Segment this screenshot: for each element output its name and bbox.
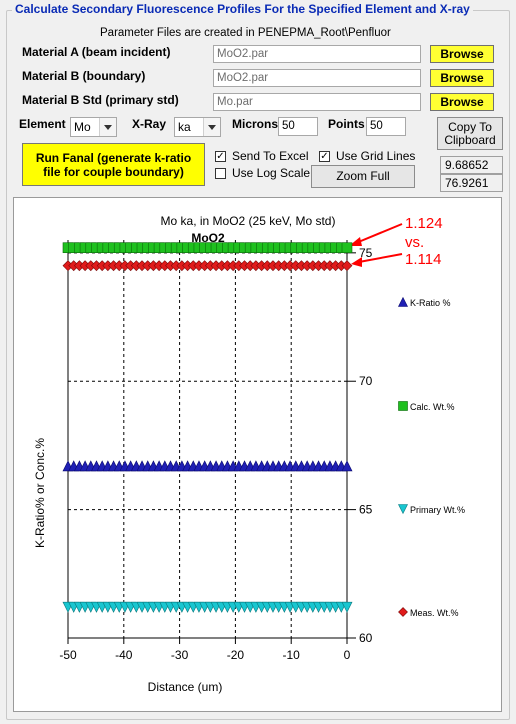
chart-legend: K-Ratio % Calc. Wt.% Primary Wt.% Meas. Wt.… bbox=[398, 296, 465, 618]
x-tick-label: -10 bbox=[283, 648, 301, 662]
y-tick-label: 65 bbox=[359, 503, 373, 517]
legend-marker-k-ratio bbox=[398, 296, 408, 307]
x-tick-label: -30 bbox=[171, 648, 189, 662]
element-label: Element bbox=[19, 117, 66, 131]
x-tick-label: -50 bbox=[59, 648, 77, 662]
points-input[interactable]: 50 bbox=[366, 117, 406, 136]
send-to-excel-label: Send To Excel bbox=[232, 149, 309, 163]
point-primary-wt bbox=[341, 601, 353, 613]
legend-marker-calc-wt bbox=[398, 401, 408, 411]
annotation-arrow-lower bbox=[358, 253, 403, 263]
element-value: Mo bbox=[74, 120, 91, 134]
chart-subtitle: MoO2 bbox=[191, 231, 225, 245]
points-label: Points bbox=[328, 117, 365, 131]
group-title: Calculate Secondary Fluorescence Profile… bbox=[12, 2, 473, 16]
y-tick-label: 75 bbox=[359, 246, 373, 260]
annotation-arrow-upper bbox=[355, 223, 403, 244]
material-a-label: Material A (beam incident) bbox=[22, 45, 171, 59]
profile-chart: Mo ka, in MoO2 (25 keV, Mo std) MoO2 Dis… bbox=[13, 197, 502, 712]
x-tick-label: -20 bbox=[227, 648, 245, 662]
y-tick-label: 70 bbox=[359, 374, 373, 388]
chart-axes bbox=[67, 240, 348, 639]
microns-input[interactable]: 50 bbox=[278, 117, 318, 136]
legend-label-calc-wt: Calc. Wt.% bbox=[410, 402, 455, 412]
annotation-arrowhead-lower bbox=[351, 257, 362, 267]
material-b-std-label: Material B Std (primary std) bbox=[22, 93, 179, 107]
chart-title: Mo ka, in MoO2 (25 keV, Mo std) bbox=[161, 214, 336, 228]
element-select[interactable]: Mo bbox=[70, 117, 117, 137]
browse-material-b-button[interactable]: Browse bbox=[430, 69, 494, 87]
material-b-label: Material B (boundary) bbox=[22, 69, 146, 83]
x-axis-label: Distance (um) bbox=[148, 680, 223, 694]
readout-x: 9.68652 bbox=[440, 156, 503, 174]
legend-label-meas-wt: Meas. Wt.% bbox=[410, 608, 459, 618]
chart-grid bbox=[68, 240, 347, 638]
material-b-std-field[interactable]: Mo.par bbox=[213, 93, 421, 111]
material-a-field[interactable]: MoO2.par bbox=[213, 45, 421, 63]
chart-marks bbox=[62, 242, 353, 613]
send-to-excel-checkbox[interactable]: ✓ bbox=[215, 151, 226, 162]
browse-material-b-std-button[interactable]: Browse bbox=[430, 93, 494, 111]
chevron-down-icon[interactable] bbox=[99, 118, 116, 136]
use-grid-lines-checkbox[interactable]: ✓ bbox=[319, 151, 330, 162]
legend-label-k-ratio: K-Ratio % bbox=[410, 298, 451, 308]
run-line1: Run Fanal (generate k-ratio bbox=[35, 151, 192, 165]
y-axis-label: K-Ratio% or Conc.% bbox=[33, 438, 47, 548]
xray-value: ka bbox=[178, 120, 191, 134]
y-tick-label: 60 bbox=[359, 631, 373, 645]
parameter-files-note: Parameter Files are created in PENEPMA_R… bbox=[100, 27, 391, 39]
run-fanal-button[interactable]: Run Fanal (generate k-ratio file for cou… bbox=[22, 143, 205, 186]
microns-label: Microns bbox=[232, 117, 279, 131]
annotation-line3: 1.114 bbox=[405, 251, 441, 268]
legend-marker-meas-wt bbox=[398, 607, 408, 617]
xray-select[interactable]: ka bbox=[174, 117, 221, 137]
chevron-down-icon[interactable] bbox=[203, 118, 220, 136]
annotation-arrows bbox=[349, 223, 403, 267]
copy-to-clipboard-button[interactable]: Copy To Clipboard bbox=[437, 117, 503, 150]
copy-line2: Clipboard bbox=[444, 133, 496, 147]
x-tick-label: 0 bbox=[344, 648, 351, 662]
profile-chart-svg: Mo ka, in MoO2 (25 keV, Mo std) MoO2 Dis… bbox=[33, 214, 465, 694]
legend-marker-primary-wt bbox=[398, 504, 408, 515]
readout-y: 76.9261 bbox=[440, 174, 503, 192]
browse-material-a-button[interactable]: Browse bbox=[430, 45, 494, 63]
material-b-field[interactable]: MoO2.par bbox=[213, 69, 421, 87]
point-k-ratio bbox=[341, 460, 353, 472]
chart-ticks: -50 -40 -30 -20 -10 0 75 70 65 60 bbox=[59, 246, 372, 662]
annotation-line1: 1.124 bbox=[405, 215, 443, 232]
use-log-scale-checkbox[interactable] bbox=[215, 168, 226, 179]
annotation-line2: vs. bbox=[405, 234, 424, 251]
legend-label-primary-wt: Primary Wt.% bbox=[410, 505, 465, 515]
point-calc-wt bbox=[341, 242, 353, 254]
run-line2: file for couple boundary) bbox=[43, 165, 184, 179]
xray-label: X-Ray bbox=[132, 117, 167, 131]
use-grid-lines-label: Use Grid Lines bbox=[336, 149, 416, 163]
zoom-full-button[interactable]: Zoom Full bbox=[311, 165, 415, 188]
point-meas-wt bbox=[341, 260, 353, 272]
copy-line1: Copy To bbox=[448, 120, 492, 134]
use-log-scale-label: Use Log Scale bbox=[232, 166, 311, 180]
x-tick-label: -40 bbox=[115, 648, 133, 662]
